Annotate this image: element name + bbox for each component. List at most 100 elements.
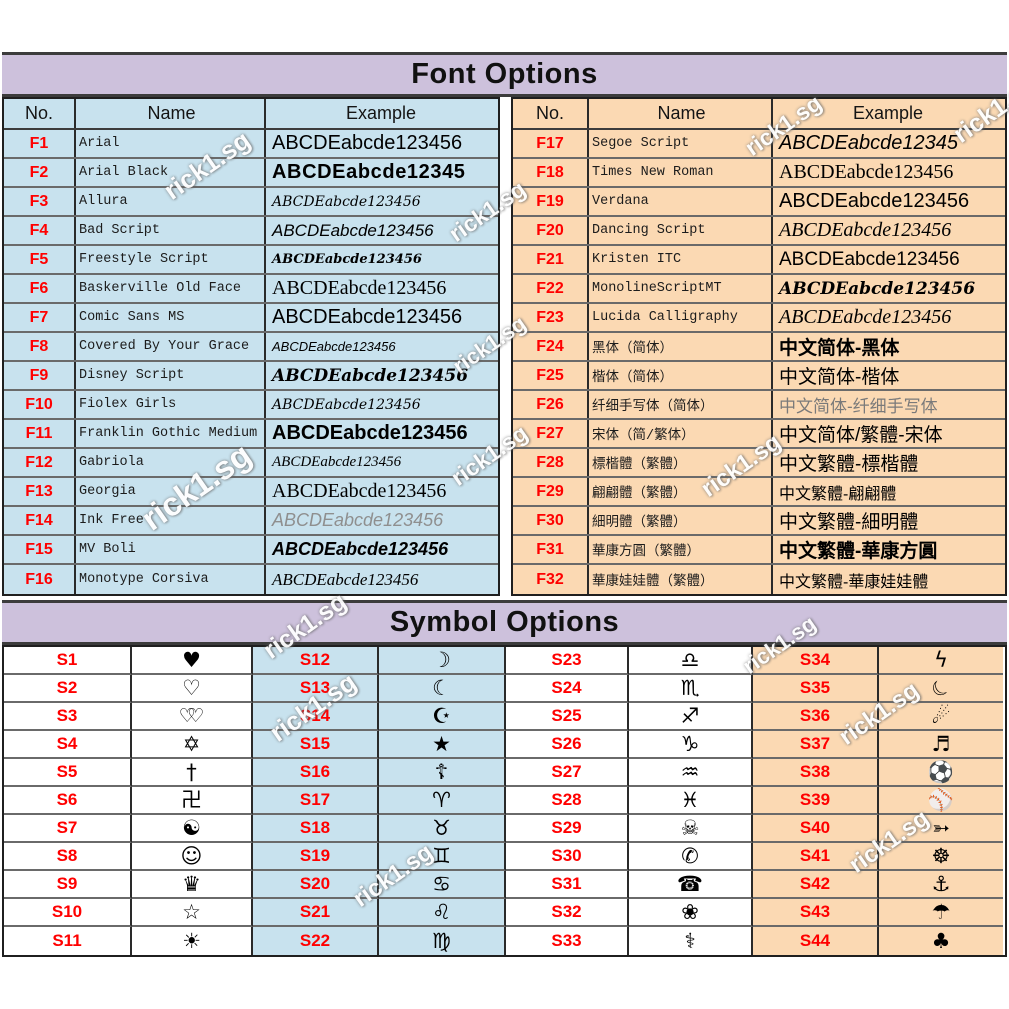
font-table-right-header: No. Name Example bbox=[513, 99, 1005, 130]
font-example: ABCDEabcde123456 bbox=[272, 480, 447, 502]
font-row-f5: F5 Freestyle Script ABCDEabcde123456 bbox=[4, 246, 498, 275]
telephone-icon: ☎ bbox=[676, 871, 704, 896]
font-name: Gabriola bbox=[76, 449, 266, 476]
font-row-f20: F20 Dancing Script ABCDEabcde123456 bbox=[513, 217, 1005, 246]
font-name: Times New Roman bbox=[589, 159, 773, 186]
font-example: 中文简体-纤细手写体 bbox=[779, 397, 938, 416]
font-example: 中文繁體-華康娃娃體 bbox=[779, 573, 929, 591]
font-name: Lucida Calligraphy bbox=[589, 304, 773, 331]
ship-wheel-icon: ☸ bbox=[931, 843, 951, 868]
font-example: ABCDEabcde123456 bbox=[272, 422, 468, 444]
symbol-cell-s21: ♌ bbox=[379, 899, 506, 927]
symbol-cell-s20: ♋ bbox=[379, 871, 506, 899]
symbol-no: S1 bbox=[4, 647, 132, 675]
font-name: 宋体（简/繁体） bbox=[589, 420, 773, 447]
scorpio-icon: ♏ bbox=[680, 675, 700, 700]
font-name: Dancing Script bbox=[589, 217, 773, 244]
symbol-cell-s15: ★ bbox=[379, 731, 506, 759]
font-no: F21 bbox=[513, 246, 589, 273]
font-row-f18: F18 Times New Roman ABCDEabcde123456 bbox=[513, 159, 1005, 188]
font-example: ABCDEabcde123456 bbox=[272, 220, 434, 240]
libra-icon: ♎ bbox=[680, 647, 700, 672]
symbol-no: S13 bbox=[253, 675, 379, 703]
symbol-options-titlebar: Symbol Options bbox=[2, 600, 1007, 645]
symbol-no: S12 bbox=[253, 647, 379, 675]
symbol-cell-s28: ♓ bbox=[629, 787, 753, 815]
font-example: ABCDEabcde123456 bbox=[272, 277, 447, 299]
font-name: 華康方圓（繁體） bbox=[589, 536, 773, 563]
symbol-no: S26 bbox=[506, 731, 629, 759]
font-example: ABCDEabcde123456 bbox=[272, 339, 396, 354]
font-no: F14 bbox=[4, 507, 76, 534]
font-name: Monotype Corsiva bbox=[76, 565, 266, 594]
font-no: F9 bbox=[4, 362, 76, 389]
star-and-crescent-icon: ☪ bbox=[432, 703, 451, 728]
symbol-cell-s35: ☾ bbox=[879, 675, 1003, 703]
sagittarius-icon: ♐ bbox=[680, 703, 700, 728]
font-no: F32 bbox=[513, 565, 589, 594]
font-no: F12 bbox=[4, 449, 76, 476]
font-example: 中文繁體-標楷體 bbox=[779, 454, 919, 475]
symbol-no: S15 bbox=[253, 731, 379, 759]
swastika-icon: 卍 bbox=[181, 787, 202, 812]
lightning-bolt-icon: ϟ bbox=[934, 647, 948, 672]
white-heart-icon: ♡ bbox=[182, 675, 201, 700]
font-example: ABCDEabcde123456 bbox=[779, 219, 952, 241]
font-row-f32: F32 華康娃娃體（繁體） 中文繁體-華康娃娃體 bbox=[513, 565, 1005, 594]
symbol-cell-s41: ☸ bbox=[879, 843, 1003, 871]
symbol-cell-s25: ♐ bbox=[629, 703, 753, 731]
font-no: F17 bbox=[513, 130, 589, 157]
symbol-cell-s31: ☎ bbox=[629, 871, 753, 899]
skull-crossbones-icon: ☠ bbox=[680, 815, 700, 840]
symbol-no: S37 bbox=[753, 731, 879, 759]
symbol-cell-s32: ❀ bbox=[629, 899, 753, 927]
font-options-titlebar: Font Options bbox=[2, 52, 1007, 97]
font-no: F26 bbox=[513, 391, 589, 418]
font-example: ABCDEabcde123456 bbox=[272, 132, 463, 154]
symbol-options-title: Symbol Options bbox=[389, 606, 620, 638]
symbol-no: S24 bbox=[506, 675, 629, 703]
font-name: 標楷體（繁體） bbox=[589, 449, 773, 476]
font-name: 纤细手写体（简体） bbox=[589, 391, 773, 418]
symbol-group-1: S1 ♥ S2 ♡ S3 ♡♡ S4 ✡ S5 † S6 卍 S7 ☯ S8 ☺ S9 ♛ S10 ☆ S11 ☀ bbox=[4, 647, 253, 955]
symbol-no: S33 bbox=[506, 927, 629, 955]
capricorn-icon: ♑ bbox=[680, 731, 700, 756]
crescent-moon-icon: ☽ bbox=[432, 647, 451, 672]
font-no: F25 bbox=[513, 362, 589, 389]
font-example: ABCDEabcde123456 bbox=[272, 306, 463, 328]
symbol-no: S8 bbox=[4, 843, 132, 871]
symbol-cell-s19: ♊ bbox=[379, 843, 506, 871]
pisces-icon: ♓ bbox=[680, 787, 700, 812]
column-header-no: No. bbox=[513, 99, 589, 128]
font-no: F31 bbox=[513, 536, 589, 563]
font-example: ABCDEabcde123456 bbox=[779, 248, 960, 270]
symbol-table: S1 ♥ S2 ♡ S3 ♡♡ S4 ✡ S5 † S6 卍 S7 ☯ S8 ☺ S9 ♛ S10 ☆ S11 ☀ S12 ☽… bbox=[2, 645, 1007, 957]
font-no: F23 bbox=[513, 304, 589, 331]
font-name: MonolineScriptMT bbox=[589, 275, 773, 302]
symbol-no: S16 bbox=[253, 759, 379, 787]
symbol-no: S19 bbox=[253, 843, 379, 871]
font-name: 翩翩體（繁體） bbox=[589, 478, 773, 505]
font-example: 中文繁體-翩翩體 bbox=[779, 485, 897, 503]
font-name: Covered By Your Grace bbox=[76, 333, 266, 360]
music-notes-icon: ♬ bbox=[931, 731, 951, 756]
font-no: F4 bbox=[4, 217, 76, 244]
smiley-face-icon: ☺ bbox=[180, 843, 203, 868]
symbol-no: S44 bbox=[753, 927, 879, 955]
font-no: F19 bbox=[513, 188, 589, 215]
font-example: ABCDEabcde12345 bbox=[779, 132, 959, 154]
font-no: F8 bbox=[4, 333, 76, 360]
font-row-f10: F10 Fiolex Girls ABCDEabcde123456 bbox=[4, 391, 498, 420]
symbol-no: S39 bbox=[753, 787, 879, 815]
font-name: Segoe Script bbox=[589, 130, 773, 157]
font-example: ABCDEabcde123456 bbox=[272, 252, 422, 267]
font-no: F10 bbox=[4, 391, 76, 418]
symbol-group-3: S23 ♎ S24 ♏ S25 ♐ S26 ♑ S27 ♒ S28 ♓ S29 ☠ S30 ✆ S31 ☎ S32 ❀… bbox=[506, 647, 753, 955]
umbrella-icon: ☂ bbox=[931, 899, 951, 924]
symbol-cell-s1: ♥ bbox=[132, 647, 253, 675]
symbol-cell-s2: ♡ bbox=[132, 675, 253, 703]
font-no: F28 bbox=[513, 449, 589, 476]
leo-icon: ♌ bbox=[432, 899, 451, 924]
font-name: Freestyle Script bbox=[76, 246, 266, 273]
font-no: F3 bbox=[4, 188, 76, 215]
